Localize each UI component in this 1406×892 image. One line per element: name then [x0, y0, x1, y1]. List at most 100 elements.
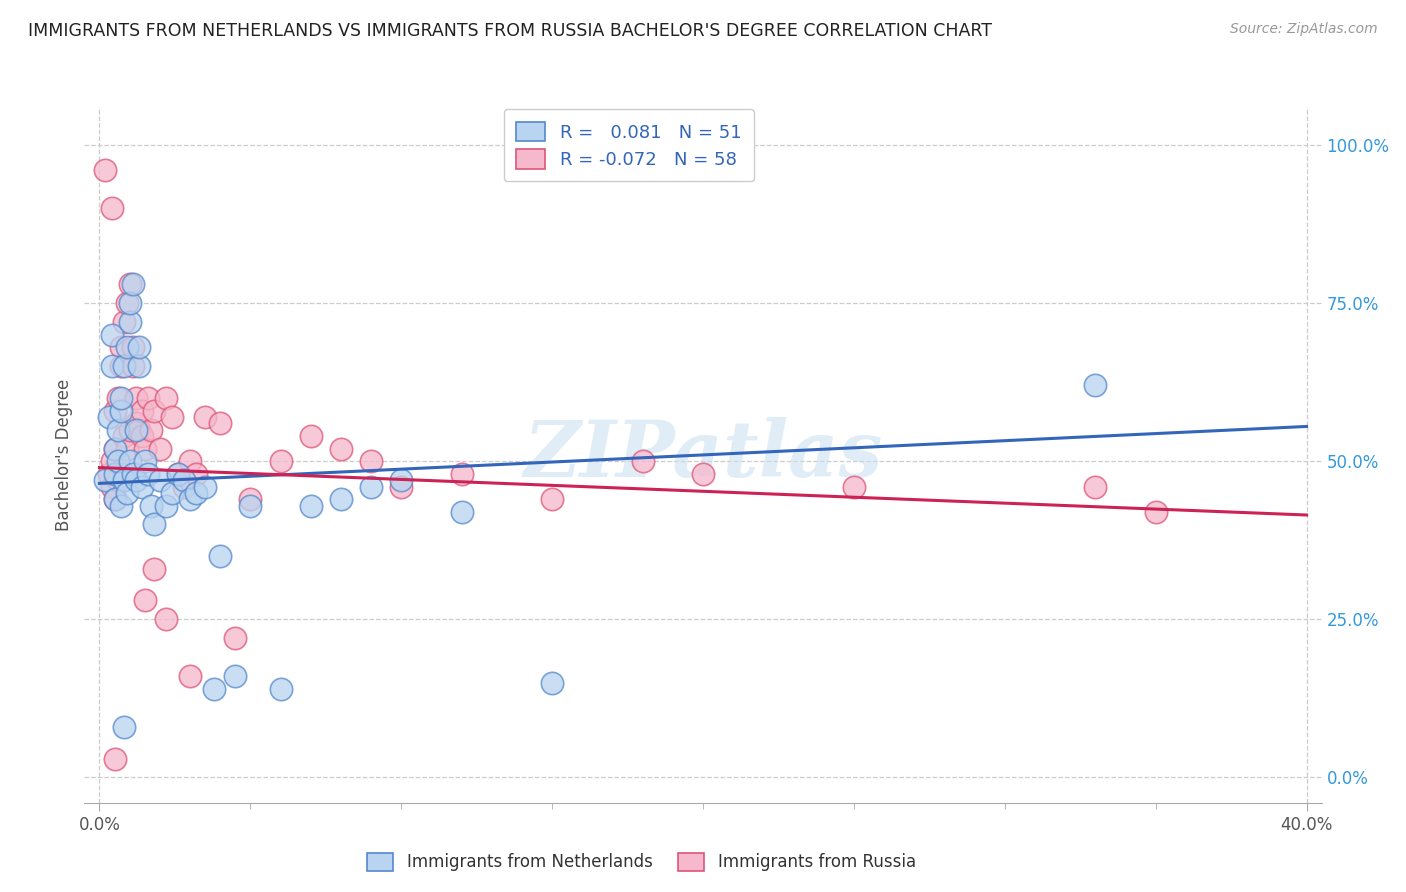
Point [139, 499, 162, 513]
Point [100, 201, 122, 215]
Point [124, 417, 146, 431]
Point [299, 429, 322, 443]
Point [118, 296, 141, 310]
Point [110, 499, 132, 513]
Point [142, 517, 165, 532]
Point [94, 163, 117, 178]
Point [128, 359, 150, 374]
Point [115, 486, 138, 500]
Point [100, 479, 122, 493]
Point [360, 454, 382, 468]
Point [103, 751, 125, 765]
Point [173, 473, 195, 487]
Point [1144, 505, 1167, 519]
Point [121, 467, 143, 481]
Point [110, 359, 132, 374]
Point [112, 467, 135, 481]
Point [167, 467, 190, 481]
Point [179, 492, 201, 507]
Point [209, 417, 232, 431]
Point [139, 423, 162, 437]
Point [115, 442, 138, 456]
Point [107, 391, 129, 405]
Point [1084, 378, 1107, 392]
Point [270, 454, 292, 468]
Point [450, 505, 472, 519]
Point [110, 340, 132, 354]
Point [131, 403, 153, 417]
Point [167, 467, 190, 481]
Point [112, 429, 135, 443]
Point [107, 473, 129, 487]
Point [118, 277, 141, 292]
Point [118, 315, 141, 329]
Point [136, 467, 159, 481]
Point [112, 359, 135, 374]
Point [194, 479, 217, 493]
Point [155, 391, 177, 405]
Point [329, 442, 352, 456]
Point [270, 681, 292, 696]
Point [112, 315, 135, 329]
Point [155, 499, 177, 513]
Point [115, 296, 138, 310]
Point [329, 492, 352, 507]
Point [184, 486, 207, 500]
Text: Source: ZipAtlas.com: Source: ZipAtlas.com [1230, 22, 1378, 37]
Point [173, 479, 195, 493]
Point [110, 403, 132, 417]
Point [450, 467, 472, 481]
Point [124, 391, 146, 405]
Point [194, 409, 217, 424]
Point [103, 467, 125, 481]
Point [239, 492, 262, 507]
Point [389, 479, 412, 493]
Point [224, 669, 246, 683]
Point [121, 340, 143, 354]
Point [115, 340, 138, 354]
Point [121, 277, 143, 292]
Point [142, 562, 165, 576]
Point [112, 473, 135, 487]
Point [160, 486, 183, 500]
Point [112, 720, 135, 734]
Legend: Immigrants from Netherlands, Immigrants from Russia: Immigrants from Netherlands, Immigrants … [360, 846, 922, 878]
Point [202, 681, 225, 696]
Point [103, 492, 125, 507]
Point [842, 479, 865, 493]
Point [239, 499, 262, 513]
Point [692, 467, 714, 481]
Point [124, 423, 146, 437]
Point [360, 479, 382, 493]
Point [631, 454, 654, 468]
Point [209, 549, 232, 563]
Point [103, 442, 125, 456]
Point [134, 593, 156, 607]
Point [131, 429, 153, 443]
Point [94, 473, 117, 487]
Point [121, 359, 143, 374]
Point [134, 442, 156, 456]
Point [184, 467, 207, 481]
Point [541, 675, 564, 690]
Point [179, 669, 201, 683]
Point [149, 442, 172, 456]
Point [299, 499, 322, 513]
Point [107, 423, 129, 437]
Point [136, 391, 159, 405]
Point [142, 403, 165, 417]
Point [128, 423, 150, 437]
Y-axis label: Bachelor's Degree: Bachelor's Degree [55, 379, 73, 531]
Point [224, 632, 246, 646]
Point [100, 359, 122, 374]
Point [118, 423, 141, 437]
Point [103, 492, 125, 507]
Point [118, 454, 141, 468]
Point [97, 409, 120, 424]
Point [103, 442, 125, 456]
Point [97, 467, 120, 481]
Point [389, 473, 412, 487]
Text: ZIPatlas: ZIPatlas [523, 417, 883, 493]
Text: IMMIGRANTS FROM NETHERLANDS VS IMMIGRANTS FROM RUSSIA BACHELOR'S DEGREE CORRELAT: IMMIGRANTS FROM NETHERLANDS VS IMMIGRANT… [28, 22, 993, 40]
Point [110, 391, 132, 405]
